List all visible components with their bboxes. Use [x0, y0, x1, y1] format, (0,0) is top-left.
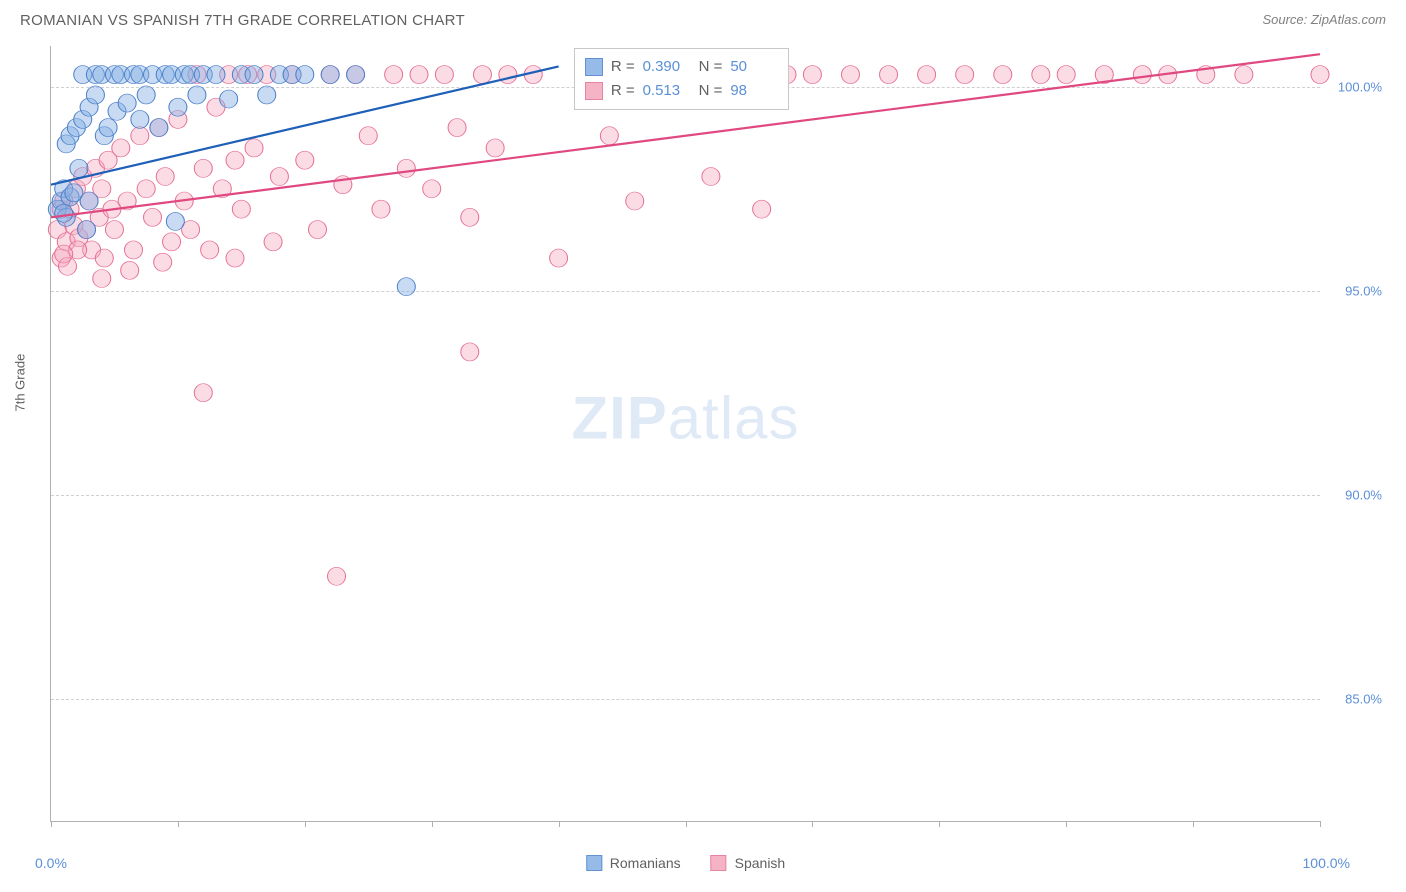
- y-tick-label: 95.0%: [1326, 283, 1382, 298]
- chart-title: ROMANIAN VS SPANISH 7TH GRADE CORRELATIO…: [20, 12, 465, 29]
- r-label: R =: [611, 79, 635, 103]
- x-max-label: 100.0%: [1303, 855, 1350, 871]
- n-label: N =: [699, 79, 723, 103]
- legend-label: Spanish: [735, 855, 786, 871]
- legend-item-spanish: Spanish: [711, 855, 786, 871]
- n-value: 50: [730, 55, 778, 79]
- romanians-trend-line: [51, 66, 559, 184]
- x-tick: [1066, 821, 1067, 827]
- x-tick: [305, 821, 306, 827]
- y-tick-label: 90.0%: [1326, 487, 1382, 502]
- r-value: 0.390: [643, 55, 691, 79]
- x-tick: [939, 821, 940, 827]
- legend-swatch: [711, 855, 727, 871]
- r-label: R =: [611, 55, 635, 79]
- chart-header: ROMANIAN VS SPANISH 7TH GRADE CORRELATIO…: [0, 0, 1406, 37]
- x-min-label: 0.0%: [35, 855, 67, 871]
- x-tick: [1193, 821, 1194, 827]
- r-value: 0.513: [643, 79, 691, 103]
- x-tick: [432, 821, 433, 827]
- plot-area: ZIPatlas R =0.390N =50R =0.513N =98 0.0%…: [50, 46, 1320, 822]
- x-tick: [812, 821, 813, 827]
- chart-source: Source: ZipAtlas.com: [1262, 12, 1386, 27]
- y-tick-label: 100.0%: [1326, 79, 1382, 94]
- y-tick-label: 85.0%: [1326, 691, 1382, 706]
- stats-row-spanish: R = 0.513 N = 98: [585, 79, 779, 103]
- legend: Romanians Spanish: [586, 855, 785, 871]
- legend-swatch: [585, 58, 603, 76]
- x-tick: [686, 821, 687, 827]
- chart-container: 7th Grade ZIPatlas R =0.390N =50R =0.513…: [50, 46, 1386, 822]
- x-tick: [178, 821, 179, 827]
- y-axis-label: 7th Grade: [13, 354, 28, 412]
- x-tick: [559, 821, 560, 827]
- n-value: 98: [730, 79, 778, 103]
- trend-layer: [51, 46, 1320, 821]
- legend-swatch: [585, 82, 603, 100]
- stats-row-romanians: R = 0.390 N = 50: [585, 55, 779, 79]
- legend-label: Romanians: [610, 855, 681, 871]
- legend-item-romanians: Romanians: [586, 855, 681, 871]
- n-label: N =: [699, 55, 723, 79]
- x-tick: [1320, 821, 1321, 827]
- legend-swatch: [586, 855, 602, 871]
- stats-box: R = 0.390 N = 50 R = 0.513 N = 98: [574, 48, 790, 110]
- x-tick: [51, 821, 52, 827]
